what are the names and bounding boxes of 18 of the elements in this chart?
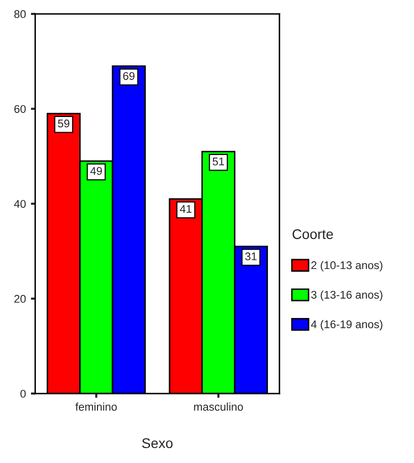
data-label: 31: [245, 252, 257, 260]
y-tick-label: 60: [14, 105, 26, 113]
legend-label: 2 (10-13 anos): [311, 261, 382, 272]
legend-label: 4 (16-19 anos): [311, 320, 382, 330]
legend-label: 3 (13-16 anos): [311, 290, 382, 301]
data-label: 59: [58, 120, 70, 128]
x-tick-label: masculino: [194, 402, 243, 411]
data-label: 69: [123, 72, 134, 80]
data-label: 51: [212, 158, 224, 166]
x-tick-label: feminino: [75, 402, 117, 411]
data-label: 49: [90, 166, 102, 175]
y-tick-label: 80: [14, 10, 26, 18]
y-tick-label: 40: [14, 200, 26, 208]
y-tick-label: 20: [14, 294, 26, 303]
y-tick-label: 0: [20, 390, 26, 398]
legend-title: Coorte: [292, 229, 333, 240]
data-label: 41: [180, 205, 192, 213]
x-axis-title: Sexo: [142, 438, 173, 448]
